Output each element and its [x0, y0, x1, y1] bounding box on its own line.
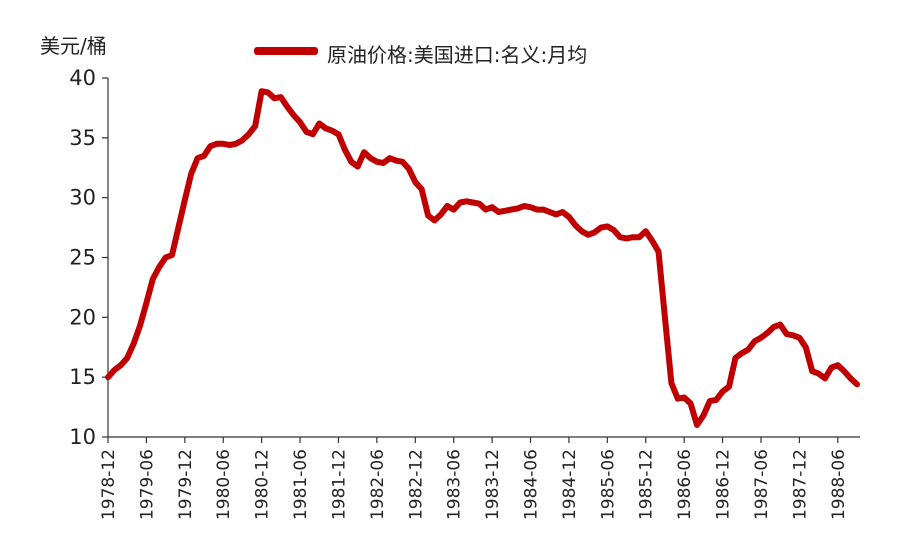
x-tick-label: 1979-06 — [137, 449, 157, 520]
x-tick-label: 1981-12 — [329, 449, 349, 520]
series-layer — [105, 88, 860, 428]
legend-swatch — [254, 47, 318, 55]
legend: 原油价格:美国进口:名义:月均 — [254, 43, 587, 67]
y-tick-label: 30 — [69, 186, 96, 210]
x-tick-label: 1983-12 — [483, 449, 503, 520]
x-tick-label: 1988-06 — [829, 449, 849, 520]
x-ticks: 1978-12 1979-06 1979-12 1980-06 1980-12 1981-… — [99, 437, 849, 520]
x-tick-label: 1985-12 — [637, 449, 657, 520]
x-tick-label: 1979-12 — [176, 449, 196, 520]
y-tick-label: 25 — [69, 246, 96, 270]
x-tick-label: 1981-06 — [291, 449, 311, 520]
y-tick-label: 20 — [69, 305, 96, 329]
x-tick-label: 1984-12 — [560, 449, 580, 520]
x-tick-label: 1982-06 — [368, 449, 388, 520]
x-tick-label: 1978-12 — [99, 449, 119, 520]
y-ticks: 10 15 20 25 30 35 40 — [69, 66, 108, 449]
y-axis-label: 美元/桶 — [40, 34, 107, 58]
x-tick-label: 1980-06 — [214, 449, 234, 520]
x-tick-label: 1982-12 — [406, 449, 426, 520]
x-tick-label: 1987-06 — [752, 449, 772, 520]
series-line-oil-price — [105, 88, 860, 428]
x-tick-label: 1983-06 — [445, 449, 465, 520]
x-tick-label: 1986-06 — [675, 449, 695, 520]
y-tick-label: 15 — [69, 365, 96, 389]
legend-label: 原油价格:美国进口:名义:月均 — [327, 43, 587, 67]
y-tick-label: 40 — [69, 66, 96, 90]
x-tick-label: 1987-12 — [790, 449, 810, 520]
x-tick-label: 1985-06 — [598, 449, 618, 520]
x-tick-label: 1980-12 — [253, 449, 273, 520]
x-tick-label: 1984-06 — [522, 449, 542, 520]
y-tick-label: 10 — [69, 425, 96, 449]
y-tick-label: 35 — [69, 126, 96, 150]
x-tick-label: 1986-12 — [714, 449, 734, 520]
